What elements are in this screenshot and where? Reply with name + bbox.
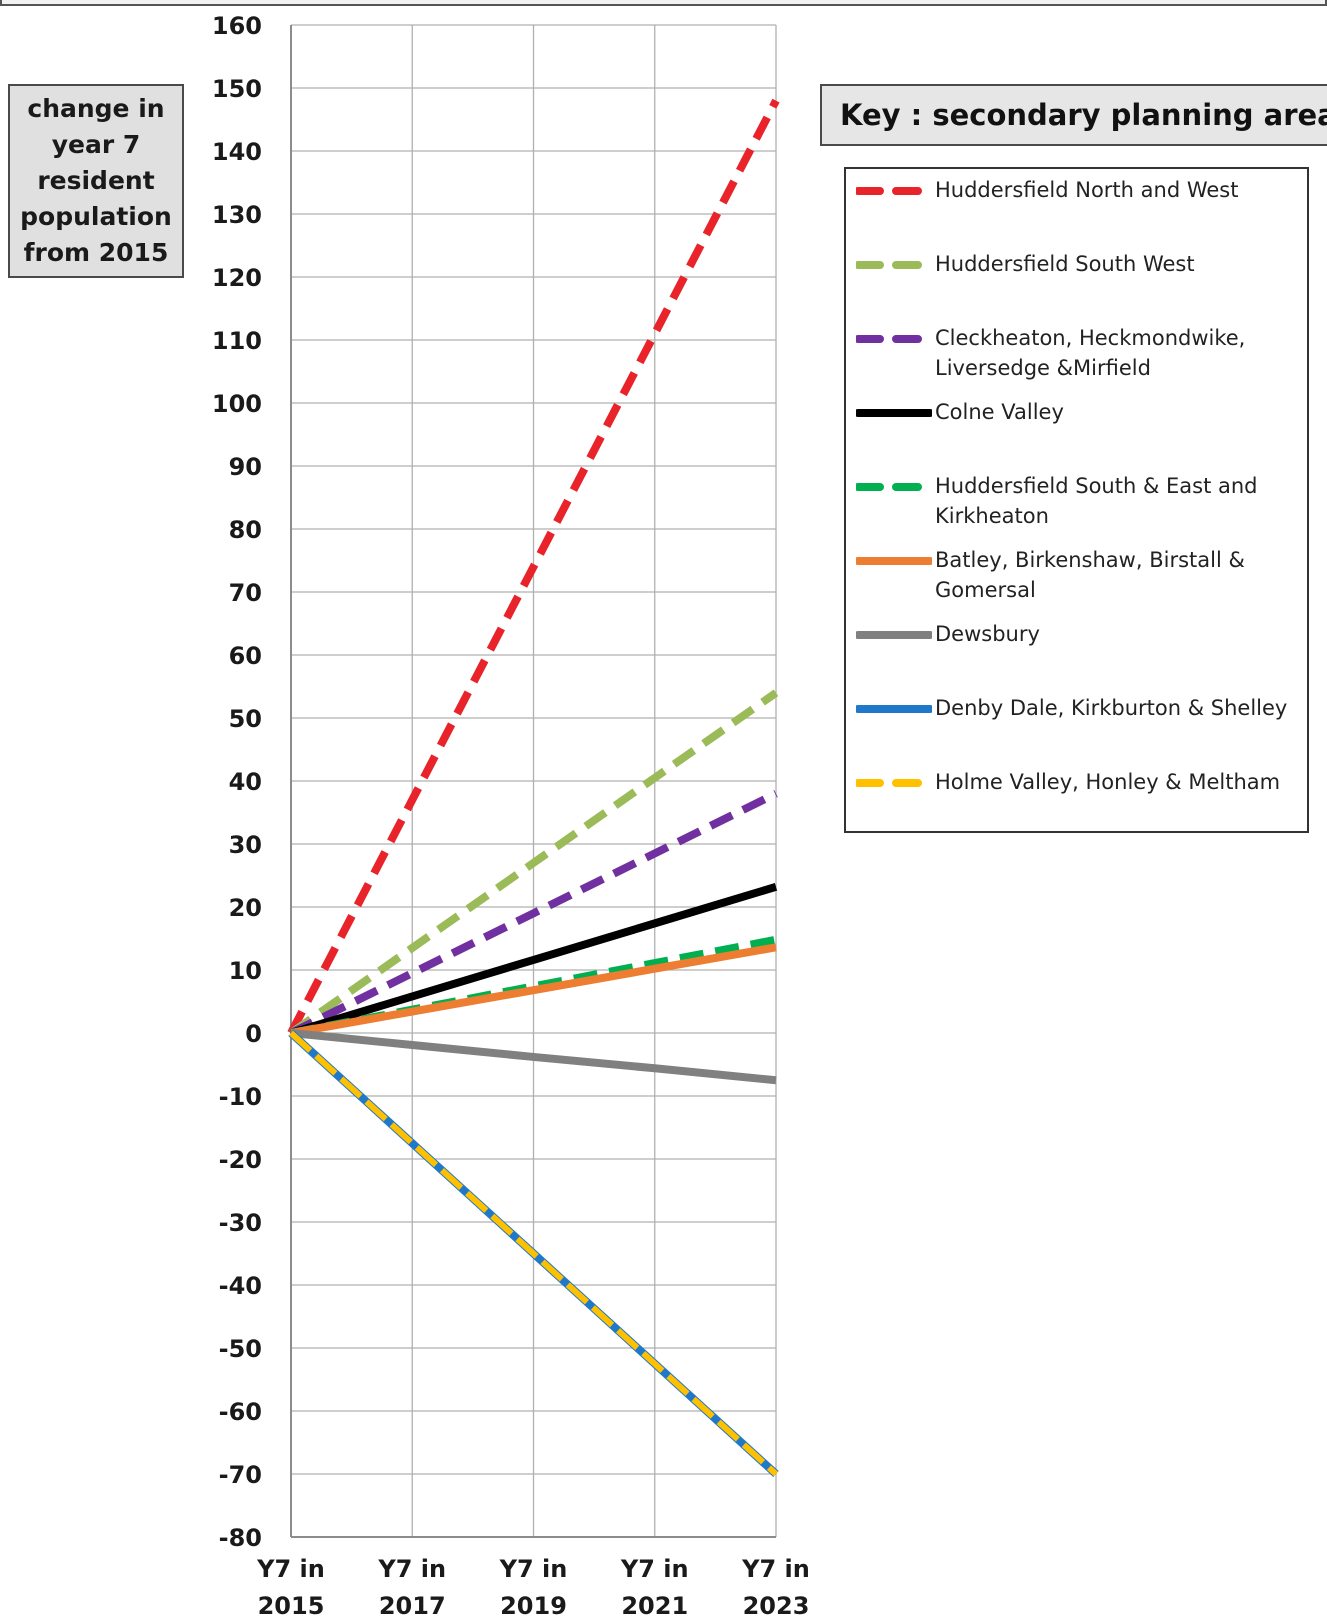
- legend-label: Dewsbury: [935, 622, 1040, 646]
- series-line: [287, 98, 780, 1035]
- x-tick-label: 2019: [500, 1592, 567, 1618]
- y-tick-label: -70: [219, 1461, 262, 1489]
- x-tick-label: Y7 in: [741, 1555, 810, 1583]
- y-tick-label: 0: [245, 1020, 262, 1048]
- y-tick-label: -20: [219, 1146, 262, 1174]
- y-tick-label: 80: [229, 516, 262, 544]
- series-line: [289, 883, 778, 1037]
- series-line: [289, 790, 778, 1037]
- series-line: [290, 1029, 777, 1085]
- x-tick-label: 2015: [258, 1592, 325, 1618]
- legend-label: Huddersfield North and West: [935, 178, 1239, 202]
- y-tick-label: 10: [229, 957, 262, 985]
- y-tick-label: 100: [212, 390, 262, 418]
- legend-label: Holme Valley, Honley & Meltham: [935, 770, 1281, 794]
- x-tick-label: Y7 in: [377, 1555, 446, 1583]
- y-tick-label: -30: [219, 1209, 262, 1237]
- legend: Huddersfield North and West Huddersfield …: [844, 167, 1309, 833]
- x-tick-label: Y7 in: [620, 1555, 689, 1583]
- y-tick-label: 30: [229, 831, 262, 859]
- legend-title: Key : secondary planning area: [840, 98, 1327, 132]
- series-line: [290, 943, 777, 1037]
- y-tick-label: 20: [229, 894, 262, 922]
- y-axis-label: change in year 7 resident population fro…: [20, 94, 172, 267]
- y-tick-label: 50: [229, 705, 262, 733]
- legend-swatch: [856, 409, 932, 417]
- x-tick-label: 2021: [621, 1592, 688, 1618]
- legend-swatch: [856, 631, 932, 639]
- y-tick-label: 70: [229, 579, 262, 607]
- top-border: [0, 0, 1327, 6]
- legend-label: Batley, Birkenshaw, Birstall & Gomersal: [935, 548, 1245, 602]
- legend-swatch: [856, 187, 932, 195]
- y-tick-label: 110: [212, 327, 262, 355]
- y-tick-label: -40: [219, 1272, 262, 1300]
- y-tick-label: 90: [229, 453, 262, 481]
- legend-label: Huddersfield South West: [935, 252, 1195, 276]
- y-axis-label-box: change in year 7 resident population fro…: [8, 84, 184, 278]
- series-line: [288, 1030, 779, 1477]
- y-tick-label: 160: [212, 12, 262, 40]
- y-tick-label: 60: [229, 642, 262, 670]
- legend-label: Denby Dale, Kirkburton & Shelley: [935, 696, 1288, 720]
- legend-swatch: [856, 483, 932, 491]
- y-tick-label: 120: [212, 264, 262, 292]
- y-tick-label: -50: [219, 1335, 262, 1363]
- y-tick-label: -80: [219, 1524, 262, 1552]
- y-tick-label: 150: [212, 75, 262, 103]
- y-tick-label: 140: [212, 138, 262, 166]
- x-tick-label: Y7 in: [499, 1555, 568, 1583]
- legend-label: Huddersfield South & East and Kirkheaton: [935, 474, 1258, 528]
- x-tick-label: 2017: [379, 1592, 446, 1618]
- legend-title-box: Key : secondary planning area: [820, 84, 1327, 146]
- y-tick-label: -60: [219, 1398, 262, 1426]
- legend-label: Cleckheaton, Heckmondwike, Liversedge &M…: [935, 326, 1246, 380]
- y-tick-label: 40: [229, 768, 262, 796]
- series-line: [288, 689, 779, 1037]
- legend-swatch: [856, 779, 932, 787]
- x-tick-label: Y7 in: [256, 1555, 325, 1583]
- legend-swatch: [856, 261, 932, 269]
- legend-swatch: [856, 705, 932, 713]
- legend-swatch: [856, 335, 932, 343]
- legend-swatch: [856, 557, 932, 565]
- legend-label: Colne Valley: [935, 400, 1064, 424]
- x-tick-label: 2023: [743, 1592, 810, 1618]
- y-tick-label: -10: [219, 1083, 262, 1111]
- y-tick-label: 130: [212, 201, 262, 229]
